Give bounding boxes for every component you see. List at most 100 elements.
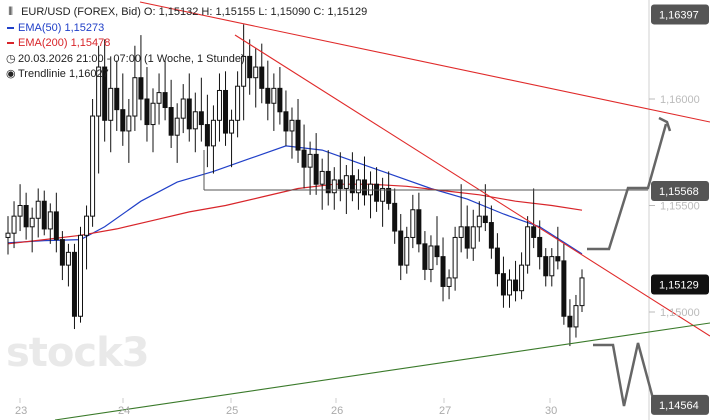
support-line	[54, 322, 710, 420]
candle-body-up	[47, 211, 53, 230]
candle	[5, 216, 11, 255]
candle-body-up	[84, 215, 90, 236]
time-tick-label: 24	[118, 405, 130, 417]
candle-body-up	[525, 226, 531, 266]
candle-body-up	[319, 170, 325, 185]
drawing-lines	[54, 1, 710, 420]
candle	[235, 71, 241, 138]
candle-body-up	[90, 115, 96, 217]
price-box	[651, 4, 709, 25]
candle	[247, 39, 253, 95]
candle	[386, 171, 392, 210]
ema200-swatch	[7, 42, 14, 45]
candle-body-up	[210, 119, 216, 147]
candle-body-down	[114, 87, 120, 111]
candle	[108, 56, 114, 153]
candle	[500, 256, 506, 308]
candle	[452, 226, 458, 291]
time-tick-label: 25	[226, 405, 238, 417]
candle-body-up	[65, 251, 71, 266]
legend-ema50-label: EMA(50)	[18, 21, 62, 34]
candle	[259, 43, 265, 104]
legend-trendline-value: 1,16027	[68, 68, 109, 80]
candle-body-up	[96, 66, 102, 117]
candle-body-up	[573, 305, 579, 328]
candle-body-down	[295, 119, 301, 151]
candle-body-up	[331, 179, 337, 194]
candle	[301, 124, 307, 189]
candle-body-down	[102, 66, 108, 121]
projection-up-arrow	[587, 123, 668, 251]
candle-body-down	[422, 243, 428, 270]
price-box	[651, 181, 709, 202]
candle	[464, 205, 470, 259]
candle	[180, 84, 186, 134]
candle-body-up	[549, 256, 555, 277]
legend-high: H: 1,15155	[201, 6, 256, 18]
candle-body-down	[259, 66, 265, 89]
candle-body-up	[355, 179, 361, 194]
candle	[65, 243, 71, 287]
candle-body-down	[301, 149, 307, 168]
candle	[265, 60, 271, 121]
candle	[368, 171, 374, 219]
candle-body-up	[458, 226, 464, 238]
price-box-label: 1,16397	[659, 9, 699, 21]
candle	[434, 216, 440, 266]
candle	[114, 60, 120, 131]
legend-close: C: 1,15129	[313, 6, 368, 18]
price-box	[651, 274, 709, 295]
candle-body-down	[537, 236, 543, 258]
candle	[494, 233, 500, 287]
candle-body-up	[108, 87, 114, 121]
candle	[506, 269, 512, 308]
candle	[525, 216, 531, 274]
candle	[307, 141, 313, 195]
candle	[458, 184, 464, 253]
price-box	[651, 394, 709, 415]
candle-body-up	[29, 217, 35, 228]
candle-body-up	[446, 277, 452, 287]
price-tick-label: 1,15000	[660, 307, 700, 319]
candle-body-up	[380, 187, 386, 202]
candle-body-up	[132, 77, 138, 117]
candle	[126, 99, 132, 163]
legend-symbol: EUR/USD (FOREX, Bid)	[21, 6, 141, 18]
candle	[337, 152, 343, 202]
candle	[392, 188, 398, 244]
candle-body-up	[241, 55, 247, 87]
candle-body-down	[313, 153, 319, 185]
candle-body-up	[150, 102, 156, 126]
candle	[168, 79, 174, 148]
candle-body-up	[35, 200, 41, 219]
candle	[47, 203, 53, 244]
candle-body-down	[416, 209, 422, 245]
candle	[283, 90, 289, 146]
candle	[295, 99, 301, 163]
candle-body-down	[500, 273, 506, 296]
bars-icon: ⁢⫴	[8, 6, 13, 18]
candle-body-up	[271, 87, 277, 104]
price-axis: 1,16000 1,15500 1,15000 1,16397 1,15568 1,151…	[649, 4, 709, 415]
candle-body-down	[488, 222, 494, 249]
chart-legend: ⁢⫴ EUR/USD (FOREX, Bid) O: 1,15132 H: 1,…	[6, 5, 367, 83]
candle	[422, 231, 428, 281]
candle-body-down	[561, 260, 567, 317]
candle-body-up	[289, 119, 295, 132]
candle-body-down	[513, 279, 519, 292]
arrow-head	[658, 116, 672, 132]
candle	[271, 73, 277, 131]
candle	[102, 39, 108, 142]
candle-body-down	[138, 77, 144, 100]
candle	[313, 133, 319, 195]
price-box-label: 1,14564	[659, 400, 699, 412]
candle-body-up	[229, 119, 235, 134]
clock-icon: ◷	[6, 52, 16, 65]
candle	[144, 67, 150, 142]
candle-body-up	[470, 226, 476, 249]
candle-body-up	[192, 111, 198, 130]
candle	[428, 235, 434, 283]
candle-body-up	[410, 209, 416, 238]
candle-body-down	[434, 245, 440, 258]
